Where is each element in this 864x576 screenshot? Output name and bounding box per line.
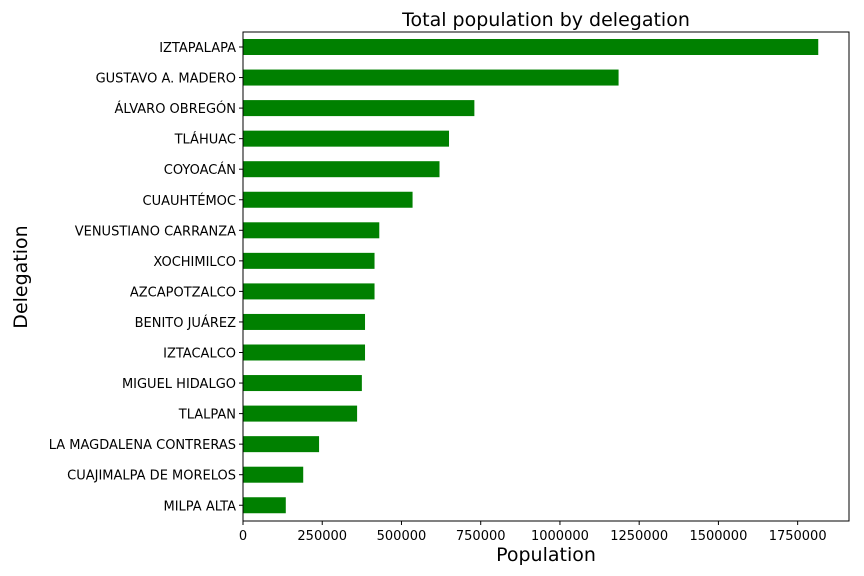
- y-tick-label: IZTAPALAPA: [159, 41, 236, 56]
- bar-0: [243, 39, 819, 55]
- x-axis-title: Population: [496, 544, 596, 566]
- bar-9: [243, 313, 366, 330]
- y-tick-label: IZTACALCO: [163, 347, 236, 362]
- bar-14: [243, 466, 304, 483]
- bar-6: [243, 222, 380, 239]
- bar-8: [243, 283, 375, 300]
- x-tick-label: 250000: [297, 529, 347, 544]
- bars-group: [243, 39, 819, 514]
- y-tick-label: MILPA ALTA: [164, 499, 237, 514]
- bar-12: [243, 405, 358, 422]
- y-tick-label: CUAUHTÉMOC: [143, 193, 236, 209]
- bar-2: [243, 100, 475, 117]
- x-ticks: 0 250000 500000 750000 1000000 1250000 1500000…: [239, 521, 827, 544]
- y-tick-label: VENUSTIANO CARRANZA: [75, 224, 236, 239]
- bar-11: [243, 375, 362, 392]
- y-tick-label: TLALPAN: [178, 408, 236, 423]
- y-tick-label: LA MAGDALENA CONTRERAS: [49, 438, 236, 453]
- x-tick-label: 1500000: [689, 529, 747, 544]
- x-tick-label: 1750000: [769, 529, 827, 544]
- bar-13: [243, 436, 320, 453]
- bar-3: [243, 130, 450, 147]
- x-tick-label: 0: [239, 529, 247, 544]
- y-tick-labels: IZTAPALAPA GUSTAVO A. MADERO ÁLVARO OBREGÓ…: [49, 41, 243, 514]
- y-tick-label: BENITO JUÁREZ: [135, 315, 236, 331]
- y-tick-label: GUSTAVO A. MADERO: [96, 72, 236, 87]
- x-tick-label: 750000: [456, 529, 506, 544]
- chart-title: Total population by delegation: [401, 9, 690, 31]
- y-tick-label: XOCHIMILCO: [153, 255, 236, 270]
- x-tick-label: 500000: [377, 529, 427, 544]
- y-tick-label: TLÁHUAC: [174, 132, 236, 148]
- bar-15: [243, 497, 286, 514]
- y-axis-title: Delegation: [10, 225, 32, 328]
- x-tick-label: 1250000: [610, 529, 668, 544]
- bar-5: [243, 191, 413, 208]
- bar-10: [243, 344, 366, 361]
- y-tick-label: ÁLVARO OBREGÓN: [115, 101, 237, 117]
- y-tick-label: COYOACÁN: [164, 162, 236, 178]
- bar-4: [243, 161, 440, 178]
- y-tick-label: AZCAPOTZALCO: [130, 285, 236, 300]
- bar-7: [243, 252, 375, 269]
- bar-1: [243, 69, 619, 86]
- x-tick-label: 1000000: [531, 529, 589, 544]
- y-tick-label: MIGUEL HIDALGO: [122, 377, 236, 392]
- plot-frame: [242, 31, 850, 522]
- y-tick-label: CUAJIMALPA DE MORELOS: [67, 469, 236, 484]
